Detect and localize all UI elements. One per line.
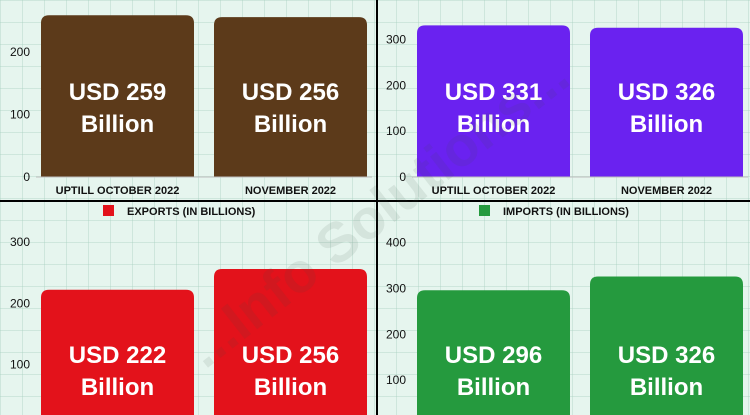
bar-value-label: USD 259 Billion [69, 79, 166, 138]
y-tick-label: 200 [10, 45, 30, 59]
legend-swatch [103, 205, 114, 216]
bar-value-label-line: USD 259 [69, 79, 166, 106]
bar-value-label: USD 326 Billion [618, 79, 715, 138]
bar-value-label-line: USD 256 [242, 79, 339, 106]
y-tick-label: 0 [399, 170, 406, 184]
x-category-label: NOVEMBER 2022 [621, 185, 712, 197]
bar-value-label-line: Billion [630, 374, 703, 401]
y-tick-label: 300 [386, 33, 406, 47]
bar [214, 17, 367, 177]
y-tick-label: 100 [10, 108, 30, 122]
bar [214, 268, 367, 415]
x-category-label: UPTILL OCTOBER 2022 [56, 185, 180, 197]
bar-value-label-line: USD 296 [445, 342, 542, 369]
y-tick-label: 200 [386, 78, 406, 92]
bar-value-label: USD 326 Billion [618, 342, 715, 401]
x-category-label: UPTILL OCTOBER 2022 [432, 185, 556, 197]
bar-value-label-line: Billion [254, 111, 327, 138]
bar-value-label: USD 256 Billion [242, 79, 339, 138]
bar-value-label: USD 256 Billion [242, 342, 339, 401]
bar-value-label: USD 331 Billion [445, 79, 542, 138]
bar [41, 15, 194, 177]
y-tick-label: 100 [10, 358, 30, 372]
bar-value-label-line: Billion [630, 111, 703, 138]
bar [590, 276, 743, 415]
x-category-label: NOVEMBER 2022 [245, 185, 336, 197]
bar-value-label-line: Billion [81, 111, 154, 138]
y-tick-label: 100 [386, 124, 406, 138]
bar-value-label-line: Billion [457, 374, 530, 401]
legend-label: IMPORTS (IN BILLIONS) [503, 206, 629, 218]
bar-value-label-line: USD 326 [618, 342, 715, 369]
y-tick-label: 300 [10, 235, 30, 249]
bar-value-label: USD 222 Billion [69, 342, 166, 401]
legend-swatch [479, 205, 490, 216]
y-tick-label: 200 [10, 296, 30, 310]
bar-value-label: USD 296 Billion [445, 342, 542, 401]
y-tick-label: 400 [386, 236, 406, 250]
bar [417, 290, 570, 415]
bar-value-label-line: USD 222 [69, 342, 166, 369]
bar-value-label-line: USD 331 [445, 79, 542, 106]
y-tick-label: 0 [23, 170, 30, 184]
bar-value-label-line: Billion [254, 374, 327, 401]
bar [417, 25, 570, 177]
bar-value-label-line: Billion [457, 111, 530, 138]
y-tick-label: 100 [386, 373, 406, 387]
bar [41, 289, 194, 415]
y-tick-label: 200 [386, 327, 406, 341]
bar-value-label-line: Billion [81, 374, 154, 401]
legend-label: EXPORTS (IN BILLIONS) [127, 206, 256, 218]
bar-value-label-line: USD 326 [618, 79, 715, 106]
bar [590, 27, 743, 177]
y-tick-label: 300 [386, 281, 406, 295]
bar-value-label-line: USD 256 [242, 342, 339, 369]
